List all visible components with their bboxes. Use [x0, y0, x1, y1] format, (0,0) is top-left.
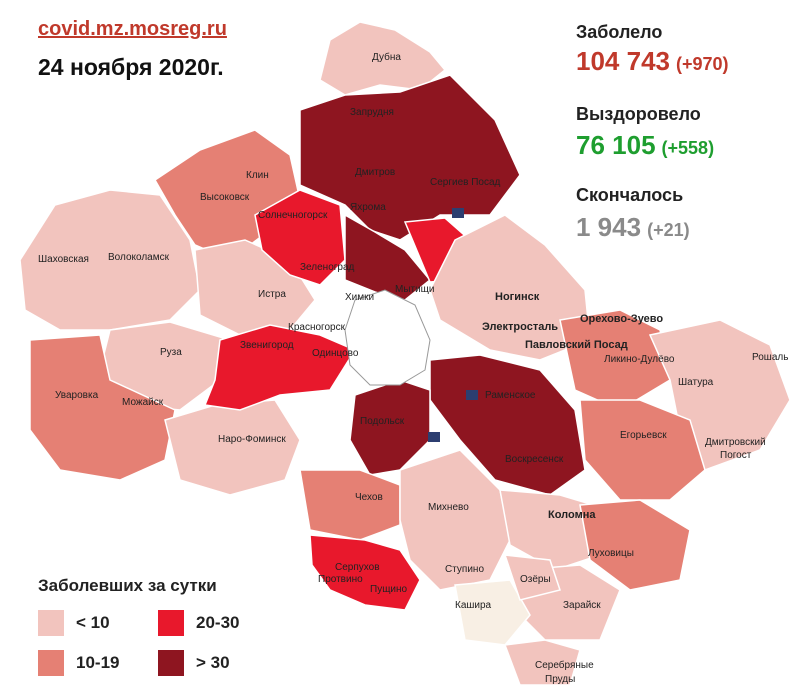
region-podolsk	[349, 379, 431, 476]
legend-swatch	[38, 650, 64, 676]
deceased-label: Скончалось	[576, 185, 684, 205]
recovered-count: 76 105	[576, 130, 656, 160]
region-lukhovitsy	[579, 499, 691, 591]
place-label: Ступино	[445, 564, 484, 575]
legend-item-10-19: 10-19	[38, 650, 119, 676]
place-label: Высоковск	[200, 192, 250, 203]
place-label: Зеленоград	[300, 262, 355, 273]
source-link[interactable]: covid.mz.mosreg.ru	[38, 18, 227, 40]
recovered-delta: (+558)	[661, 138, 715, 158]
place-label: Можайск	[122, 397, 164, 408]
deceased-count: 1 943	[576, 212, 642, 242]
region-ozyory	[503, 554, 561, 601]
region-mytishchi	[344, 213, 432, 301]
legend-title: Заболевших за сутки	[38, 576, 217, 595]
place-label: Чехов	[355, 492, 383, 503]
place-label: Звенигород	[240, 340, 294, 351]
place-label: Погост	[720, 450, 752, 461]
legend-swatch	[38, 610, 64, 636]
place-label: Михнево	[428, 502, 469, 513]
place-label: Уваровка	[55, 390, 99, 401]
moscow-city-area	[344, 289, 431, 386]
place-label: Ликино-Дулёво	[604, 354, 675, 365]
infected-label: Заболело	[576, 22, 663, 42]
region-uvarovka-mozhaysk	[29, 334, 176, 481]
place-label: Кашира	[455, 600, 492, 611]
place-label: Дубна	[372, 51, 401, 63]
place-label: Красногорск	[288, 322, 346, 333]
place-label: Химки	[345, 292, 374, 303]
place-label: Запрудня	[350, 107, 394, 118]
place-label: Шаховская	[38, 254, 89, 265]
place-label: Дмитровский	[705, 437, 766, 448]
region-north-taldom	[319, 21, 447, 96]
region-egorevsk	[579, 399, 706, 501]
place-label-bold: Павловский Посад	[525, 339, 628, 351]
place-label-bold: Ногинск	[495, 291, 540, 303]
place-label: Протвино	[318, 574, 363, 585]
legend-label: > 30	[196, 653, 230, 672]
region-naro-fominsk	[164, 399, 301, 496]
place-label: Шатура	[678, 377, 714, 388]
legend-item-20-30: 20-30	[158, 610, 239, 636]
region-noginsk	[429, 214, 591, 361]
place-label: Сергиев Посад	[430, 177, 501, 188]
place-label: Солнечногорск	[258, 210, 328, 221]
legend-swatch	[158, 610, 184, 636]
place-label: Пруды	[545, 674, 575, 685]
infected-delta: (+970)	[675, 54, 729, 74]
airport-icon	[428, 208, 478, 442]
place-label: Волоколамск	[108, 252, 170, 263]
place-label: Рошаль	[752, 352, 788, 363]
place-label: Луховицы	[588, 548, 634, 559]
legend-label: 20-30	[196, 613, 240, 632]
place-label-bold: Электросталь	[482, 321, 558, 333]
place-label: Дмитров	[355, 167, 395, 178]
place-label: Подольск	[360, 416, 405, 427]
place-label: Озёры	[520, 574, 551, 585]
place-label: Воскресенск	[505, 454, 564, 465]
region-shapes	[19, 21, 791, 686]
legend-item-over-30: > 30	[158, 650, 230, 676]
place-labels: Дубна Запрудня Клин Высоковск Дмитров Ях…	[38, 51, 788, 685]
region-dmitrov-sergiev	[299, 74, 521, 241]
deceased-value: 1 943 (+21)	[576, 212, 690, 243]
region-serpukhov	[309, 534, 421, 611]
place-label: Егорьевск	[620, 430, 667, 441]
infected-value: 104 743 (+970)	[576, 46, 729, 77]
place-label: Руза	[160, 347, 182, 358]
place-label: Мытищи	[395, 284, 435, 295]
legend-label: < 10	[76, 613, 110, 632]
infected-count: 104 743	[576, 46, 670, 76]
region-zvenigorod-odintsovo	[203, 324, 357, 411]
place-label: Наро-Фоминск	[218, 434, 286, 445]
region-kashira	[454, 579, 531, 646]
place-label: Пущино	[370, 584, 408, 595]
recovered-label: Выздоровело	[576, 104, 701, 124]
report-date: 24 ноября 2020г.	[38, 54, 224, 80]
legend-label: 10-19	[76, 653, 120, 672]
region-serebryanye-prudy	[503, 639, 581, 686]
place-label: Одинцово	[312, 348, 359, 359]
place-label: Истра	[258, 289, 286, 300]
region-chekhov	[299, 469, 401, 541]
place-label-bold: Орехово-Зуево	[580, 313, 663, 325]
region-solnechnogorsk	[254, 189, 346, 286]
place-label: Яхрома	[350, 202, 386, 213]
place-label: Серпухов	[335, 562, 380, 573]
region-mikhnevo-stupino	[399, 449, 511, 591]
place-label: Раменское	[485, 390, 536, 401]
place-label: Клин	[246, 170, 269, 181]
deceased-delta: (+21)	[647, 220, 690, 240]
place-label: Серебряные	[535, 659, 594, 671]
place-label: Зарайск	[563, 600, 601, 611]
recovered-value: 76 105 (+558)	[576, 130, 714, 161]
legend-swatch	[158, 650, 184, 676]
place-label-bold: Коломна	[548, 509, 596, 521]
legend-item-under-10: < 10	[38, 610, 110, 636]
